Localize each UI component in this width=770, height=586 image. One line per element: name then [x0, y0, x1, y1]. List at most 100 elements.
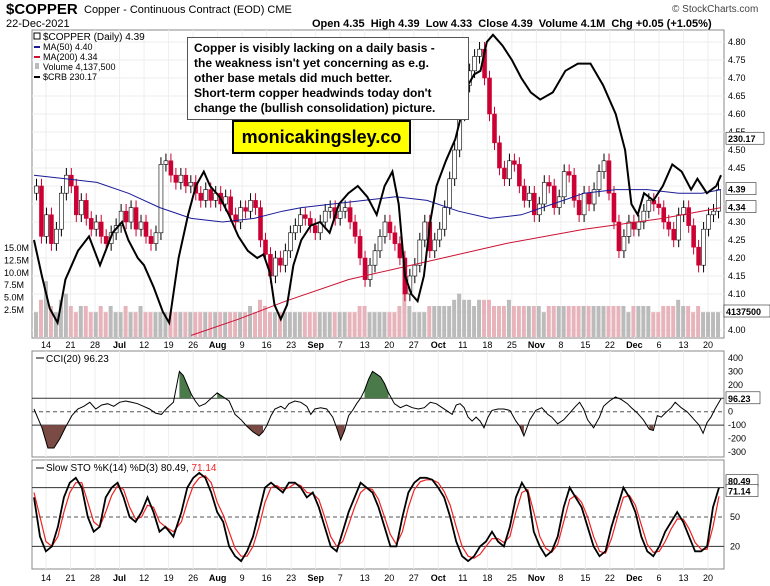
volume-tick-label: 5.0M	[4, 293, 24, 303]
x-axis-label-bottom: 7	[338, 573, 343, 583]
candle-body	[143, 221, 149, 237]
candle-body	[626, 221, 632, 237]
x-axis-label: 8	[558, 340, 563, 350]
volume-bar	[282, 312, 287, 337]
volume-bar	[472, 306, 477, 337]
candle-body	[253, 200, 258, 208]
volume-bar	[407, 306, 412, 337]
x-axis-label: 11	[458, 340, 467, 350]
volume-bar	[327, 312, 332, 337]
volume-bar	[258, 299, 262, 337]
volume-bar	[676, 299, 681, 337]
annotation-line: Short-term copper headwinds today don't	[194, 86, 432, 100]
volume-bar	[716, 312, 720, 337]
x-axis-label: 16	[262, 340, 272, 350]
candle-body	[601, 160, 607, 172]
price-tick-label: 4.15	[728, 271, 746, 281]
x-axis-label-bottom: 23	[286, 573, 296, 583]
candle-body	[208, 189, 214, 201]
candle-body	[706, 214, 711, 230]
x-axis-label-bottom: 20	[703, 573, 713, 583]
candle-body	[303, 214, 308, 219]
x-axis-label-bottom: 13	[360, 573, 370, 583]
candle-body	[118, 210, 124, 226]
candle-body	[646, 200, 652, 212]
price-tick-label: 4.75	[728, 55, 746, 65]
candle-body	[611, 192, 617, 223]
volume-bar	[123, 306, 128, 337]
x-axis-label-bottom: 25	[507, 573, 517, 583]
candle-body	[352, 221, 358, 237]
volume-bar	[551, 306, 556, 337]
cci-title: CCI(20) 96.23	[46, 354, 109, 365]
volume-bar	[208, 312, 213, 337]
candle-body	[88, 218, 94, 230]
volume-bar	[352, 312, 357, 337]
price-tick-label: 4.50	[728, 145, 746, 155]
volume-bar	[203, 312, 208, 337]
volume-bar	[571, 306, 576, 337]
credit-label: © StockCharts.com	[672, 4, 759, 15]
x-axis-label-bottom: Jul	[113, 573, 126, 583]
volume-bar	[641, 306, 646, 337]
volume-bar	[272, 312, 277, 337]
x-axis-label: 13	[678, 340, 688, 350]
x-axis-label: Oct	[431, 340, 446, 350]
volume-bar	[566, 306, 571, 337]
volume-bar	[178, 312, 183, 337]
volume-bar	[332, 312, 337, 337]
candle-body	[322, 210, 328, 223]
volume-bar	[372, 312, 377, 337]
volume-bar	[576, 306, 581, 337]
x-axis-label: 18	[482, 340, 492, 350]
volume-bar	[103, 312, 108, 337]
volume-bar	[392, 312, 397, 337]
candle-body	[686, 207, 691, 226]
volume-bar	[113, 312, 118, 337]
volume-bar	[213, 312, 218, 337]
volume-bar	[88, 312, 93, 337]
candle-body	[492, 113, 497, 144]
candle-body	[233, 214, 238, 223]
price-tick-label: 4.70	[728, 73, 746, 83]
candle-body	[502, 167, 507, 180]
candle-body	[472, 56, 477, 72]
candle-body	[581, 192, 587, 216]
volume-bar	[636, 306, 641, 337]
volume-bar	[646, 306, 651, 337]
candle-body	[681, 207, 686, 216]
x-axis-label-bottom: 19	[164, 573, 174, 583]
candle-body	[631, 221, 637, 230]
x-axis-label-bottom: 28	[90, 573, 100, 583]
volume-bar	[387, 312, 392, 337]
volume-bar	[158, 312, 163, 337]
volume-bar	[506, 299, 511, 337]
volume-bar	[516, 306, 521, 337]
candle-body	[512, 160, 517, 165]
brand-box: monicakingsley.co	[232, 120, 411, 154]
volume-bar	[307, 312, 312, 337]
volume-bar	[691, 312, 696, 337]
volume-bar	[287, 312, 292, 337]
candle-body	[447, 178, 452, 208]
candle-body	[596, 171, 602, 190]
sto-d-last-label: 71.14	[728, 487, 751, 497]
x-axis-label-bottom: Sep	[307, 573, 324, 583]
volume-bar	[148, 312, 153, 337]
volume-bar	[73, 312, 78, 337]
cci-overbought-fill	[179, 371, 192, 399]
legend-ma50: MA(50) 4.40	[43, 42, 93, 52]
cci-oversold-fill	[336, 425, 345, 440]
volume-bar	[511, 306, 516, 337]
volume-bar	[342, 312, 347, 337]
sto-d-last-label-box	[725, 484, 759, 497]
chart-date: 22-Dec-2021	[6, 18, 70, 30]
volume-legend-icon	[35, 63, 39, 69]
annotation-box: Copper is visibly lacking on a daily bas…	[187, 37, 469, 120]
candle-body	[83, 200, 89, 219]
cci-overbought-fill	[364, 371, 389, 399]
legend-main: $COPPER (Daily) 4.39	[43, 32, 145, 43]
volume-tick-label: 15.0M	[4, 243, 29, 253]
price-tick-label: 4.25	[728, 235, 746, 245]
volume-bar	[48, 306, 53, 337]
